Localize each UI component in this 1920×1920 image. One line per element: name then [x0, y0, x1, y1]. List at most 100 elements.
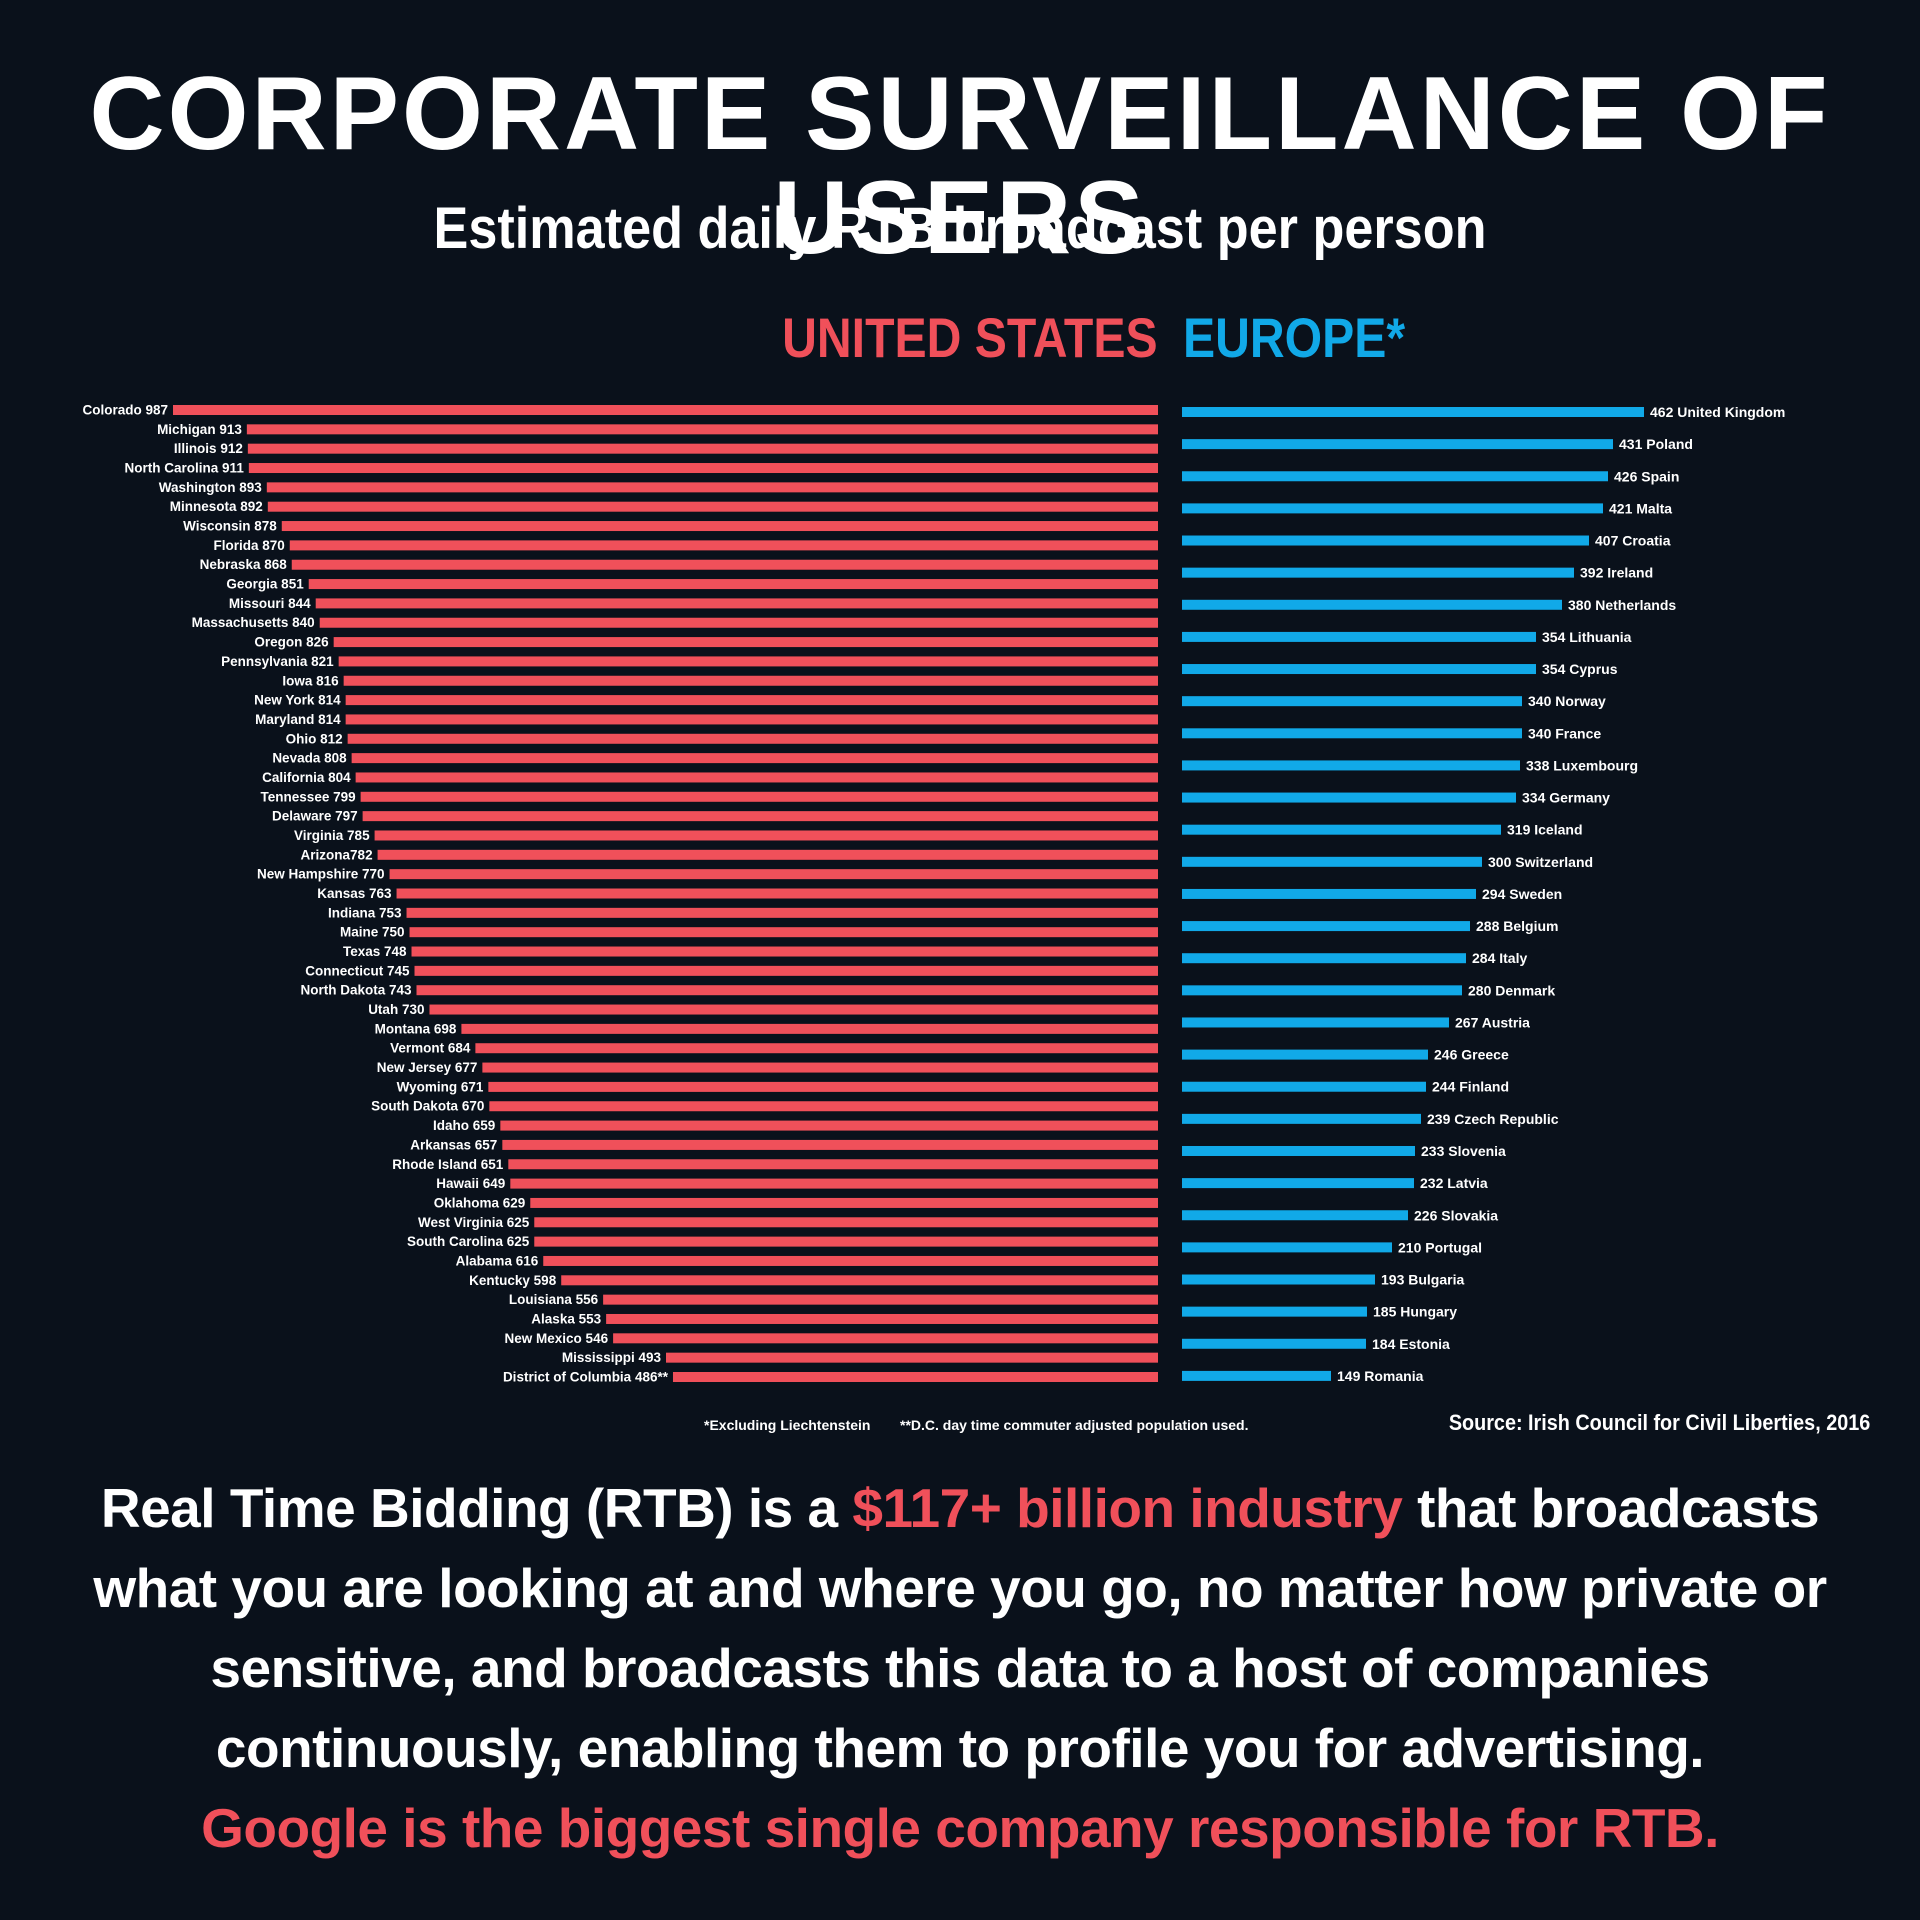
- europe-bar-label: 300 Switzerland: [1488, 854, 1593, 870]
- us-bar-label: Oregon 826: [254, 635, 329, 650]
- us-bar-label: Minnesota 892: [170, 499, 263, 514]
- us-bar-label: Tennessee 799: [261, 789, 356, 804]
- europe-bar: [1182, 503, 1603, 514]
- us-bar-group: Colorado 987 Michigan 913 Illinois 912 Nort…: [82, 403, 1159, 1385]
- us-bar-label: Connecticut 745: [305, 963, 410, 978]
- us-bar: [416, 985, 1158, 996]
- europe-bar: [1182, 407, 1644, 417]
- europe-bar: [1182, 599, 1562, 610]
- us-bar: [665, 1352, 1158, 1363]
- europe-bar-label: 407 Croatia: [1595, 533, 1671, 549]
- europe-bar-label: 232 Latvia: [1420, 1175, 1488, 1191]
- europe-bar: [1182, 439, 1613, 450]
- europe-bar: [1182, 664, 1536, 675]
- us-bar: [266, 482, 1158, 493]
- us-bar-label: Missouri 844: [229, 596, 311, 611]
- europe-bar-label: 334 Germany: [1522, 790, 1610, 806]
- us-bar: [406, 907, 1158, 918]
- us-bar-label: Iowa 816: [282, 673, 339, 688]
- us-bar-label: Idaho 659: [433, 1118, 495, 1133]
- us-bar-label: Illinois 912: [174, 441, 243, 456]
- us-bar-label: Kentucky 598: [469, 1273, 557, 1288]
- us-bar: [475, 1043, 1159, 1054]
- europe-bar-group: 462 United Kingdom 431 Poland 426 Spain 421…: [1182, 404, 1785, 1384]
- us-bar-label: Indiana 753: [328, 905, 402, 920]
- us-bar-label: Louisiana 556: [509, 1292, 599, 1307]
- page-subtitle: Estimated daily RTB broadcast per person: [433, 196, 1487, 261]
- europe-bar: [1182, 1274, 1375, 1285]
- us-bar: [173, 405, 1158, 415]
- us-bar: [389, 869, 1158, 880]
- us-bar: [561, 1275, 1158, 1286]
- europe-bar-label: 354 Cyprus: [1542, 661, 1618, 677]
- europe-bar-label: 284 Italy: [1472, 950, 1527, 966]
- europe-bar-label: 185 Hungary: [1373, 1304, 1457, 1320]
- us-bar: [414, 965, 1158, 976]
- description-highlight: $117+ billion industry: [852, 1477, 1403, 1539]
- us-bar-label: Nevada 808: [272, 751, 347, 766]
- europe-bar-label: 421 Malta: [1609, 500, 1672, 516]
- us-bar: [396, 888, 1158, 899]
- us-bar: [343, 675, 1158, 686]
- us-bar-label: Maine 750: [340, 925, 405, 940]
- us-bar: [360, 791, 1159, 802]
- us-bar: [319, 617, 1158, 628]
- europe-bar-label: 149 Romania: [1337, 1368, 1424, 1384]
- europe-bar-label: 380 Netherlands: [1568, 597, 1676, 613]
- us-bar-label: Rhode Island 651: [392, 1157, 504, 1172]
- us-bar-label: Utah 730: [368, 1002, 424, 1017]
- europe-bar: [1182, 535, 1589, 546]
- us-bar: [603, 1294, 1158, 1305]
- europe-bar: [1182, 953, 1466, 964]
- us-bar: [429, 1004, 1158, 1015]
- us-bar: [502, 1139, 1158, 1150]
- us-bar: [246, 424, 1159, 435]
- us-bar: [362, 811, 1158, 822]
- us-bar: [333, 637, 1158, 648]
- legend-us: UNITED STATES: [782, 306, 1158, 369]
- europe-bar: [1182, 1017, 1449, 1028]
- us-bar-label: New Jersey 677: [377, 1060, 478, 1075]
- us-bar: [355, 772, 1159, 783]
- europe-bar-label: 462 United Kingdom: [1650, 404, 1785, 420]
- europe-bar-label: 210 Portugal: [1398, 1239, 1482, 1255]
- footnote-dc: **D.C. day time commuter adjusted popula…: [900, 1417, 1249, 1433]
- us-bar-label: Wisconsin 878: [183, 519, 277, 534]
- us-bar: [248, 463, 1158, 474]
- us-bar: [606, 1313, 1158, 1324]
- europe-bar-label: 193 Bulgaria: [1381, 1272, 1464, 1288]
- us-bar-label: North Dakota 743: [300, 983, 412, 998]
- us-bar: [543, 1255, 1158, 1266]
- us-bar: [308, 579, 1158, 590]
- europe-bar-label: 338 Luxembourg: [1526, 757, 1638, 773]
- us-bar-label: Delaware 797: [272, 809, 358, 824]
- europe-bar-label: 392 Ireland: [1580, 565, 1653, 581]
- description-rest: that broadcasts what you are looking at …: [93, 1477, 1827, 1779]
- us-bar-label: West Virginia 625: [418, 1215, 530, 1230]
- europe-bar: [1182, 1145, 1415, 1156]
- us-bar-label: Washington 893: [159, 480, 263, 495]
- us-bar: [345, 695, 1159, 706]
- us-bar: [338, 656, 1158, 667]
- us-bar: [347, 733, 1158, 744]
- us-bar: [461, 1023, 1158, 1034]
- us-bar: [409, 927, 1158, 938]
- europe-bar: [1182, 1242, 1392, 1253]
- europe-bar: [1182, 888, 1476, 899]
- europe-bar: [1182, 1049, 1428, 1060]
- bar-chart: Colorado 987 Michigan 913 Illinois 912 Nort…: [82, 403, 1785, 1385]
- us-bar: [672, 1372, 1158, 1382]
- us-bar: [508, 1159, 1158, 1170]
- us-bar: [281, 521, 1158, 532]
- us-bar-label: Texas 748: [343, 944, 407, 959]
- description-intro: Real Time Bidding (RTB) is a: [100, 1477, 853, 1539]
- europe-bar: [1182, 1210, 1408, 1221]
- footnote-liechtenstein: *Excluding Liechtenstein: [704, 1417, 871, 1433]
- us-bar: [488, 1081, 1158, 1092]
- us-bar: [315, 598, 1159, 609]
- us-bar: [351, 753, 1158, 764]
- us-bar-label: Mississippi 493: [562, 1350, 662, 1365]
- us-bar: [411, 946, 1158, 957]
- us-bar: [534, 1217, 1158, 1228]
- europe-bar-label: 431 Poland: [1619, 436, 1693, 452]
